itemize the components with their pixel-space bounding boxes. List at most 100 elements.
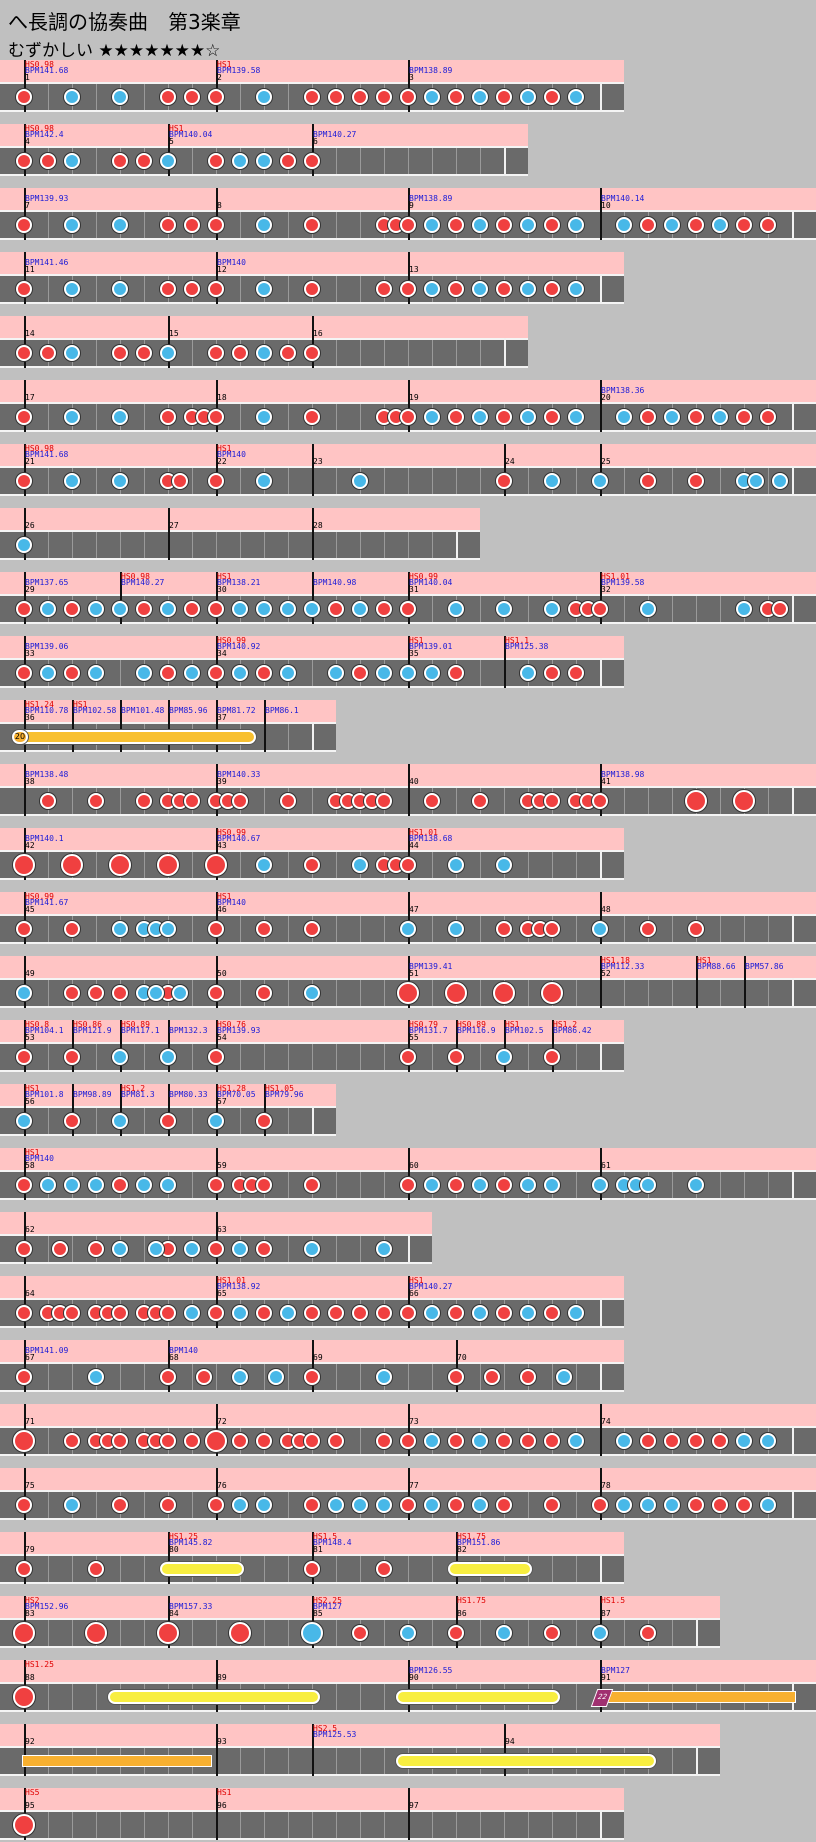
beat-line: [360, 212, 361, 238]
barline: [408, 188, 410, 240]
don-note: [640, 1433, 656, 1449]
beat-line: [120, 788, 121, 814]
barline: [408, 380, 410, 432]
measure-number: 39: [217, 777, 227, 786]
don-note: [208, 1305, 224, 1321]
ka-note: [352, 601, 368, 617]
beat-line: [744, 916, 745, 942]
beat-line: [264, 1044, 265, 1070]
barline: [216, 60, 218, 112]
big-don-note: [445, 982, 467, 1004]
measure-number: 1: [25, 73, 30, 82]
barline: [168, 508, 170, 560]
beat-line: [360, 340, 361, 366]
don-note: [304, 89, 320, 105]
barline: [24, 764, 26, 816]
beat-line: [288, 1812, 289, 1838]
barline: [504, 444, 506, 496]
don-note: [448, 1369, 464, 1385]
barline: [312, 1340, 314, 1392]
ka-note: [184, 1241, 200, 1257]
don-note: [208, 1049, 224, 1065]
ka-note: [328, 1497, 344, 1513]
row-header: [0, 124, 528, 146]
barline: [24, 572, 26, 624]
bpm-change-label: BPM70.05: [217, 1090, 256, 1099]
don-note: [544, 89, 560, 105]
beat-line: [720, 468, 721, 494]
beat-line: [480, 852, 481, 878]
don-note: [64, 1433, 80, 1449]
hs-change-label: HS1.24: [25, 700, 54, 709]
don-note: [160, 665, 176, 681]
beat-line: [624, 788, 625, 814]
don-note: [16, 1561, 32, 1577]
barline: [216, 892, 218, 944]
barline: [216, 1084, 218, 1136]
beat-line: [216, 1620, 217, 1646]
don-note: [400, 1049, 416, 1065]
measure-number: 18: [217, 393, 227, 402]
beat-line: [192, 1812, 193, 1838]
bpm-change-label: BPM140.27: [313, 130, 357, 139]
barline: [600, 1404, 602, 1456]
hs-change-label: HS1: [217, 60, 232, 69]
barline: [216, 956, 218, 1008]
bpm-change-label: BPM141.68: [25, 450, 69, 459]
beat-line: [480, 596, 481, 622]
measure-number: 58: [25, 1161, 35, 1170]
measure-number: 78: [601, 1481, 611, 1490]
bpm-change-label: BPM140: [25, 1154, 54, 1163]
beat-line: [696, 596, 697, 622]
ka-note: [112, 1241, 128, 1257]
ka-note: [760, 1433, 776, 1449]
beat-line: [576, 852, 577, 878]
ka-note: [16, 985, 32, 1001]
don-note: [112, 1177, 128, 1193]
ka-note: [424, 409, 440, 425]
ka-note: [640, 1177, 656, 1193]
beat-line: [264, 1620, 265, 1646]
bpm-change-label: BPM137.65: [25, 578, 69, 587]
don-note: [496, 1305, 512, 1321]
ka-note: [40, 601, 56, 617]
ka-note: [136, 1177, 152, 1193]
don-note: [208, 1177, 224, 1193]
ka-note: [172, 985, 188, 1001]
beat-line: [288, 1044, 289, 1070]
measure-number: 81: [313, 1545, 323, 1554]
don-note: [64, 985, 80, 1001]
don-note: [640, 1625, 656, 1641]
measure-number: 31: [409, 585, 419, 594]
hs-change-label: HS1.01: [409, 828, 438, 837]
score-row: 49 50 51 BPM139.41 52 HS1.18 BPM112.33 HS1 BPM88…: [0, 956, 816, 1010]
big-don-note: [685, 790, 707, 812]
ka-note: [592, 1177, 608, 1193]
hs-change-label: HS0.99: [217, 636, 246, 645]
ka-note: [136, 665, 152, 681]
don-note: [496, 1177, 512, 1193]
row-end-barline: [600, 1042, 602, 1072]
row-end-barline: [600, 1298, 602, 1328]
beat-line: [96, 1044, 97, 1070]
score-row: 62 63: [0, 1212, 432, 1266]
bpm-change-label: BPM127: [601, 1666, 630, 1675]
measure-number: 87: [601, 1609, 611, 1618]
beat-line: [264, 1748, 265, 1774]
don-note: [16, 217, 32, 233]
don-note: [400, 409, 416, 425]
beat-line: [240, 276, 241, 302]
don-note: [208, 921, 224, 937]
barline: [456, 1596, 458, 1648]
beat-line: [648, 788, 649, 814]
ka-note: [148, 1241, 164, 1257]
measure-number: 5: [169, 137, 174, 146]
hs-change-label: HS1.05: [265, 1084, 294, 1093]
row-end-barline: [312, 1106, 314, 1136]
beat-line: [672, 1620, 673, 1646]
don-note: [160, 281, 176, 297]
beat-line: [288, 980, 289, 1006]
don-note: [208, 985, 224, 1001]
beat-line: [120, 1620, 121, 1646]
score-row: 95 HS5 96 HS1 97: [0, 1788, 624, 1842]
